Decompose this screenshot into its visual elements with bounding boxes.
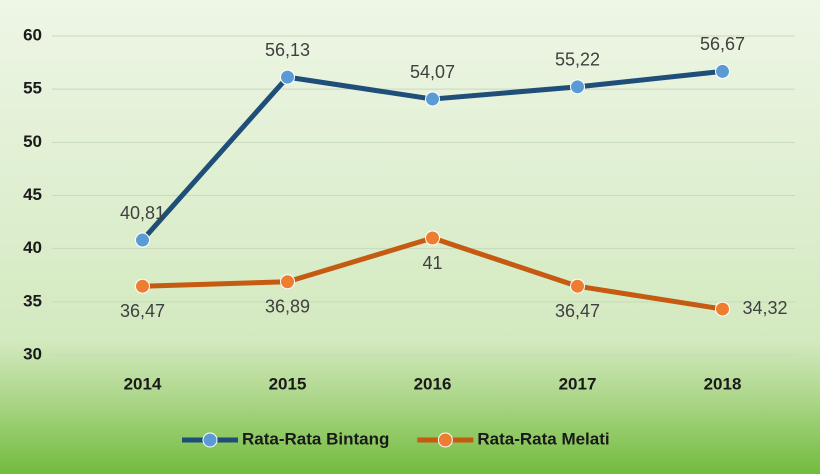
legend-label: Rata-Rata Bintang xyxy=(242,429,389,448)
x-tick-label: 2016 xyxy=(414,374,452,393)
value-label: 34,32 xyxy=(743,298,788,318)
marker xyxy=(425,91,440,107)
x-tick-label: 2017 xyxy=(559,374,597,393)
marker xyxy=(570,79,585,95)
y-tick-label: 60 xyxy=(23,25,42,44)
legend-marker xyxy=(202,432,218,448)
value-label: 54,07 xyxy=(410,62,455,82)
x-tick-label: 2018 xyxy=(704,374,742,393)
x-tick-label: 2014 xyxy=(124,374,162,393)
value-label: 55,22 xyxy=(555,50,600,70)
marker xyxy=(425,230,440,246)
legend-marker xyxy=(437,432,453,448)
value-label: 36,47 xyxy=(555,301,600,321)
value-label: 36,47 xyxy=(120,301,165,321)
value-label: 56,13 xyxy=(265,40,310,60)
value-label: 36,89 xyxy=(265,296,310,316)
marker xyxy=(135,278,150,294)
y-tick-label: 50 xyxy=(23,132,42,151)
y-tick-label: 35 xyxy=(23,291,42,310)
y-tick-label: 40 xyxy=(23,238,42,257)
marker xyxy=(280,274,295,290)
value-label: 56,67 xyxy=(700,34,745,54)
y-tick-label: 45 xyxy=(23,185,42,204)
marker xyxy=(715,63,730,79)
marker xyxy=(570,278,585,294)
x-tick-label: 2015 xyxy=(269,374,307,393)
legend-label: Rata-Rata Melati xyxy=(477,429,609,448)
marker xyxy=(280,69,295,85)
marker xyxy=(135,232,150,248)
value-label: 40,81 xyxy=(120,203,165,223)
y-tick-label: 55 xyxy=(23,79,42,98)
y-tick-label: 30 xyxy=(23,344,42,363)
value-label: 41 xyxy=(422,253,442,273)
marker xyxy=(715,301,730,317)
